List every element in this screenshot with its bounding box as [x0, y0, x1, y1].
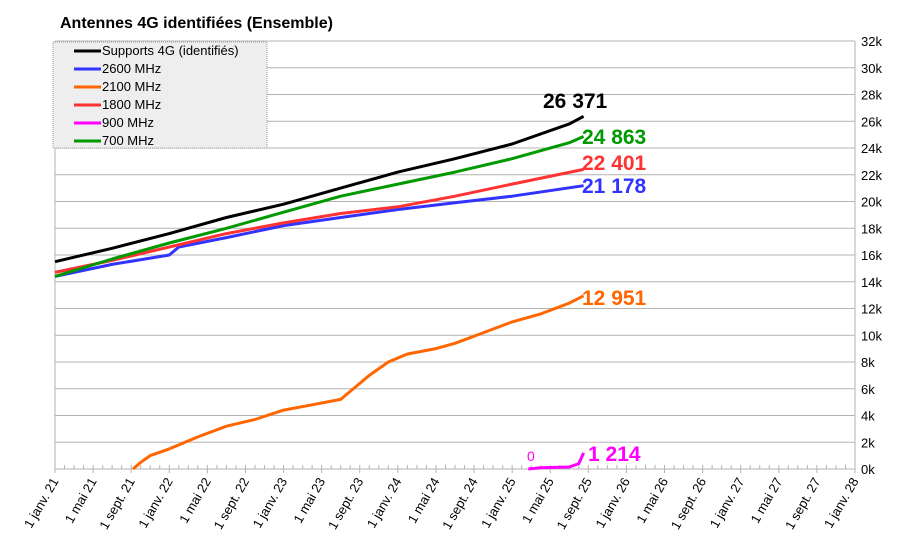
- x-tick-label: 1 sept. 26: [668, 475, 710, 532]
- x-tick-label: 1 sept. 24: [439, 475, 481, 532]
- y-tick-label: 30k: [861, 61, 882, 76]
- y-tick-label: 22k: [861, 168, 882, 183]
- series-line: [528, 452, 585, 471]
- y-tick-label: 26k: [861, 114, 882, 129]
- legend-box: [52, 41, 268, 149]
- series-end-label: 26 371: [543, 90, 608, 113]
- x-tick-label: 1 sept. 23: [325, 475, 367, 532]
- y-tick-label: 24k: [861, 141, 882, 156]
- y-tick-label: 16k: [861, 248, 882, 263]
- y-tick-label: 8k: [861, 355, 875, 370]
- x-tick-label: 1 sept. 21: [96, 475, 138, 532]
- x-tick-label: 1 mai 27: [747, 475, 785, 526]
- y-tick-label: 6k: [861, 382, 875, 397]
- x-tick-label: 1 janv. 22: [135, 475, 176, 530]
- series-labels: 26 371 21 178 12 951 22 401 1 214 0 24 863: [527, 90, 647, 466]
- x-tick-label: 1 mai 22: [176, 475, 214, 526]
- x-tick-label: 1 janv. 24: [364, 475, 405, 530]
- x-tick-label: 1 sept. 25: [553, 475, 595, 532]
- x-tick-label: 1 janv. 26: [592, 475, 633, 530]
- y-tick-label: 14k: [861, 275, 882, 290]
- y-tick-label: 4k: [861, 409, 875, 424]
- series-end-label: 1 214: [588, 443, 641, 466]
- x-tick-label: 1 sept. 27: [782, 475, 824, 532]
- y-tick-label: 32k: [861, 34, 882, 49]
- y-tick-label: 10k: [861, 328, 882, 343]
- x-tick-label: 1 mai 25: [519, 475, 557, 526]
- x-tick-label: 1 janv. 27: [707, 475, 748, 530]
- legend-label: 1800 MHz: [102, 97, 161, 112]
- series-line: [54, 135, 585, 278]
- x-tick-label: 1 janv. 23: [249, 475, 290, 530]
- series-line: [132, 294, 585, 471]
- legend-label: 700 MHz: [102, 133, 154, 148]
- legend: Supports 4G (identifiés) 2600 MHz 2100 MHz…: [52, 41, 268, 149]
- legend-label: 900 MHz: [102, 115, 154, 130]
- x-tick-label: 1 sept. 22: [211, 475, 253, 532]
- x-tick-label: 1 mai 26: [633, 475, 671, 526]
- series-lines: [54, 114, 585, 471]
- legend-label: 2600 MHz: [102, 61, 161, 76]
- chart-title: Antennes 4G identifiées (Ensemble): [60, 15, 333, 32]
- series-end-label: 21 178: [582, 175, 647, 198]
- legend-label: 2100 MHz: [102, 79, 161, 94]
- series-end-label: 12 951: [582, 287, 647, 310]
- x-tick-label: 1 mai 21: [62, 475, 100, 526]
- x-tick-label: 1 mai 24: [405, 475, 443, 526]
- x-tick-label: 1 janv. 25: [478, 475, 519, 530]
- legend-label: Supports 4G (identifiés): [102, 43, 239, 58]
- series-line: [54, 114, 585, 264]
- y-tick-label: 2k: [861, 435, 875, 450]
- x-tick-label: 1 janv. 21: [21, 475, 62, 530]
- x-tick-label: 1 mai 23: [290, 475, 328, 526]
- x-tick-label: 1 janv. 28: [821, 475, 862, 530]
- y-tick-label: 20k: [861, 195, 882, 210]
- y-tick-label: 12k: [861, 302, 882, 317]
- y-tick-label: 28k: [861, 88, 882, 103]
- series-end-label: 22 401: [582, 152, 647, 175]
- series-line: [54, 184, 584, 278]
- series-line: [54, 167, 584, 274]
- x-axis: 1 janv. 21 1 mai 211 sept. 211 janv. 22 1 …: [21, 465, 862, 532]
- series-end-label: 24 863: [582, 126, 646, 149]
- grid: [54, 40, 856, 470]
- y-tick-label: 0k: [861, 462, 875, 477]
- y-axis: 0k 2k 4k 6k 8k 10k 12k 14k 16k 18k 20k 22k 24k 26k 28k…: [861, 34, 882, 477]
- series-start-label: 0: [527, 448, 535, 464]
- y-tick-label: 18k: [861, 221, 882, 236]
